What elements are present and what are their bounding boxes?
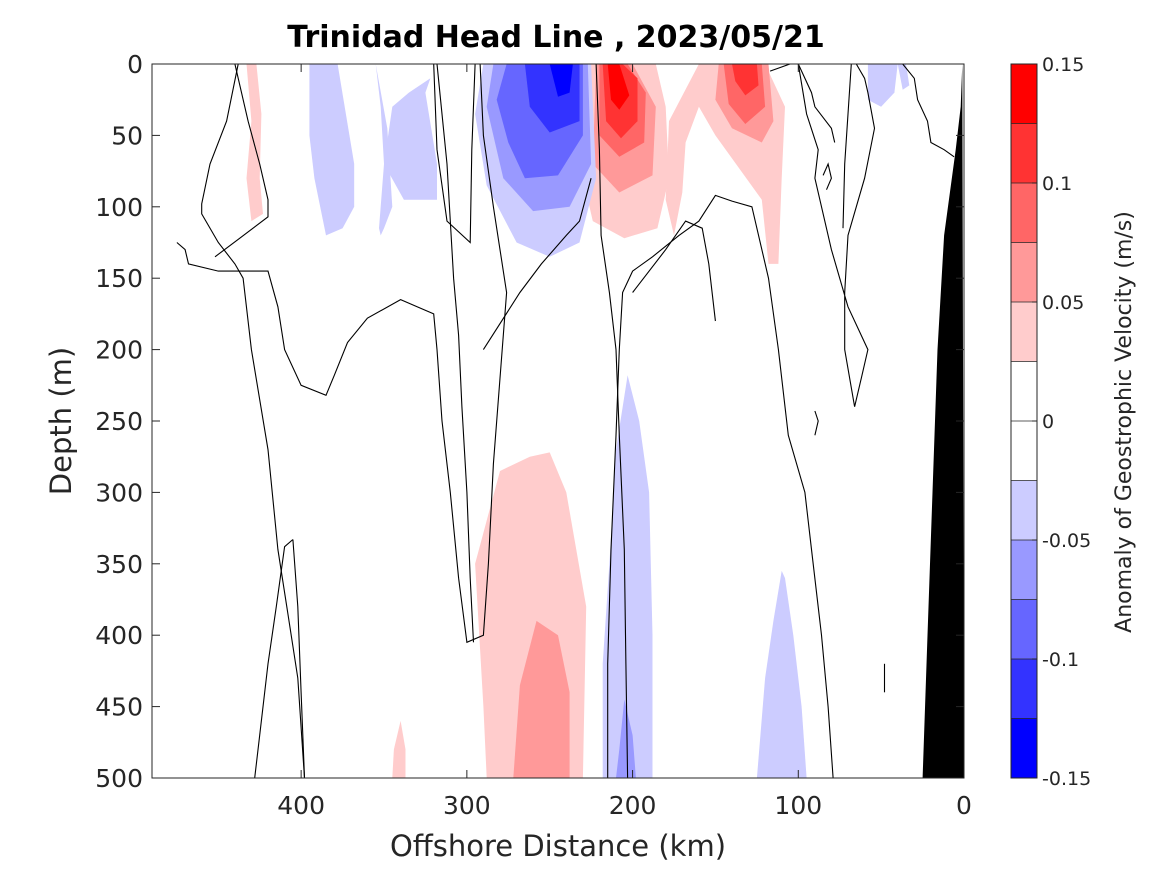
contour-band-14: [549, 64, 573, 97]
colorbar-swatch-4: [1011, 302, 1037, 362]
zero-contour-line-0: [214, 64, 269, 258]
x-tick-label-100: 100: [774, 791, 822, 820]
zero-contour-line-12: [797, 64, 836, 143]
contour-band-19: [897, 64, 910, 90]
colorbar-swatch-11: [1011, 718, 1037, 779]
colorbar-tick-label-1: 0.1: [1042, 173, 1072, 195]
y-tick-label-0: 0: [127, 50, 143, 79]
colorbar-swatch-0: [1011, 64, 1037, 124]
x-axis-label: Offshore Distance (km): [390, 829, 726, 863]
colorbar-tick-label-6: -0.15: [1042, 768, 1091, 790]
y-tick-label-400: 400: [95, 621, 143, 650]
y-tick-label-300: 300: [95, 478, 143, 507]
zero-contour-line-14: [842, 64, 852, 229]
y-axis-label: Depth (m): [44, 347, 78, 495]
zero-contour-line-10: [632, 220, 716, 322]
zero-contour-line-8: [595, 64, 629, 778]
contour-band-8: [732, 64, 759, 96]
filled-contours: [246, 64, 910, 778]
colorbar-tick-label-2: 0.05: [1042, 292, 1084, 314]
contour-band-17: [384, 78, 437, 200]
zero-contour-line-9: [607, 194, 834, 778]
y-tick-label-500: 500: [95, 764, 143, 793]
contour-band-9: [246, 64, 263, 222]
zero-contour-line-4: [292, 539, 306, 778]
plot-area: [151, 63, 965, 779]
x-tick-label-400: 400: [277, 791, 325, 820]
x-tick-label-200: 200: [609, 791, 657, 820]
seafloor-bathymetry: [922, 64, 964, 778]
y-axis: 0 50 100 150 200 250 300 350 400 450 500: [95, 50, 964, 793]
y-tick-label-100: 100: [95, 193, 143, 222]
y-tick-label-200: 200: [95, 336, 143, 365]
zero-contour-line-3: [254, 539, 294, 778]
colorbar-swatch-8: [1011, 540, 1037, 600]
zero-contour-line-16: [902, 64, 955, 158]
chart-title: Trinidad Head Line , 2023/05/21: [287, 20, 824, 55]
zero-contour-line-11: [769, 64, 791, 72]
colorbar-swatch-3: [1011, 242, 1037, 303]
colorbar-tick-label-4: -0.05: [1042, 530, 1091, 552]
colorbar-swatch-10: [1011, 659, 1037, 719]
colorbar-tick-label-3: 0: [1042, 411, 1054, 433]
seafloor-polygon: [922, 64, 964, 778]
y-tick-label-150: 150: [95, 264, 143, 293]
contour-band-4: [607, 64, 630, 110]
zero-contour-lines: [176, 64, 955, 778]
zero-contour-line-13: [822, 162, 832, 190]
y-tick-label-250: 250: [95, 407, 143, 436]
colorbar: 0.15 0.1 0.05 0 -0.05 -0.1 -0.15: [1010, 54, 1091, 790]
colorbar-label: Anomaly of Geostrophic Velocity (m/s): [1112, 211, 1137, 633]
x-axis: 400 300 200 100 0: [277, 64, 972, 820]
zero-contour-line-7: [482, 178, 592, 350]
y-tick-label-450: 450: [95, 693, 143, 722]
contour-band-18: [867, 64, 898, 107]
colorbar-swatch-9: [1011, 599, 1037, 660]
contour-band-24: [616, 699, 636, 778]
contour-band-16: [309, 64, 355, 236]
x-tick-label-0: 0: [956, 791, 972, 820]
y-tick-label-350: 350: [95, 550, 143, 579]
contour-band-21: [513, 620, 570, 778]
colorbar-tick-label-0: 0.15: [1042, 54, 1084, 76]
zero-contour-line-15: [797, 64, 876, 407]
contour-band-25: [756, 570, 807, 778]
y-tick-label-50: 50: [111, 121, 143, 150]
zero-contour-line-2: [176, 64, 508, 644]
x-tick-label-300: 300: [443, 791, 491, 820]
colorbar-swatch-7: [1011, 480, 1037, 541]
contour-band-22: [392, 720, 406, 778]
colorbar-swatch-5: [1011, 361, 1037, 422]
colorbar-swatch-2: [1011, 183, 1037, 243]
colorbar-tick-label-5: -0.1: [1042, 649, 1079, 671]
zero-contour-line-5: [433, 64, 476, 244]
contour-band-15: [375, 64, 393, 236]
zero-contour-line-18: [814, 410, 819, 436]
colorbar-swatch-1: [1011, 123, 1037, 184]
contour-band-23: [602, 375, 653, 778]
zero-contour-line-6: [436, 64, 475, 643]
colorbar-swatch-6: [1011, 421, 1037, 481]
